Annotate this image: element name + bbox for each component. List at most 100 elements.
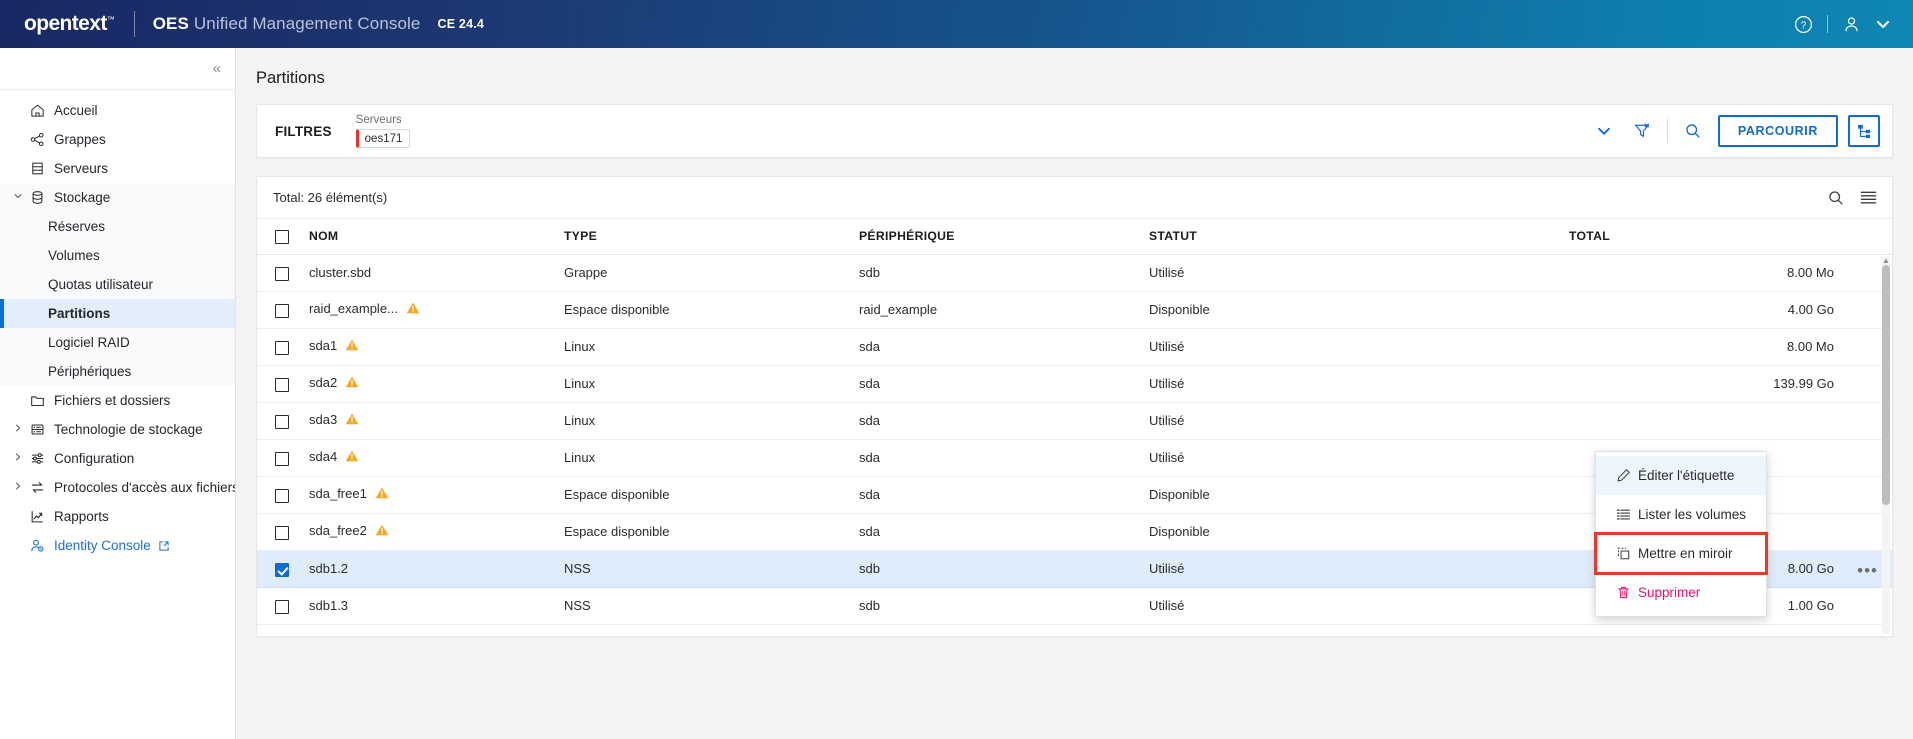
scrollbar-thumb[interactable] (1882, 265, 1890, 505)
row-checkbox[interactable] (275, 303, 289, 318)
context-menu-item-lister-les-volumes[interactable]: Lister les volumes (1596, 495, 1766, 534)
table-toolbar-actions (1827, 188, 1878, 207)
context-menu-item-supprimer[interactable]: Supprimer (1596, 573, 1766, 612)
chart-line-icon (26, 509, 48, 524)
sidebar-item-stockage[interactable]: Stockage (0, 183, 235, 212)
filter-action-divider (1666, 119, 1668, 143)
column-header-type[interactable]: TYPE (564, 219, 859, 255)
storage-tech-icon (26, 422, 48, 437)
row-select-cell (257, 365, 309, 403)
chevron-right-icon[interactable] (10, 481, 26, 494)
cell-statut: Disponible (1149, 291, 1569, 329)
row-checkbox[interactable] (275, 340, 289, 355)
sidebar-item-configuration[interactable]: Configuration (0, 444, 235, 473)
sidebar-item-fichiers-et-dossiers[interactable]: Fichiers et dossiers (0, 386, 235, 415)
sidebar-item-logiciel-raid[interactable]: Logiciel RAID (0, 328, 235, 357)
row-select-cell (257, 291, 309, 329)
filter-remove-icon[interactable] (1623, 112, 1661, 150)
list-columns-icon[interactable] (1859, 188, 1878, 207)
sidebar-item-technologie-de-stockage[interactable]: Technologie de stockage (0, 415, 235, 444)
filter-chip-oes171[interactable]: oes171 (355, 129, 411, 148)
row-checkbox[interactable] (275, 562, 289, 577)
chevron-right-icon[interactable] (10, 452, 26, 465)
sidebar-item-label: Rapports (54, 509, 109, 524)
cell-statut: Utilisé (1149, 439, 1569, 477)
cell-peripherique: sda (859, 402, 1149, 440)
sidebar-item-protocoles-d-acces-aux-fichiers[interactable]: Protocoles d'accès aux fichiers (0, 473, 235, 502)
select-all-checkbox[interactable] (275, 229, 289, 244)
column-header-total[interactable]: TOTAL (1569, 219, 1892, 255)
exchange-icon (26, 480, 48, 495)
search-icon[interactable] (1827, 189, 1845, 207)
cell-peripherique: sda (859, 513, 1149, 551)
table-row[interactable]: sda2 Linux sda Utilisé 139.99 Go (257, 365, 1892, 403)
sidebar-item-grappes[interactable]: Grappes (0, 125, 235, 154)
sidebar-collapse-button[interactable]: « (212, 60, 221, 77)
user-cog-icon (26, 538, 48, 553)
row-select-cell (257, 476, 309, 514)
cell-total: 8.00 Mo (1569, 254, 1892, 292)
cell-peripherique: sdb (859, 550, 1149, 588)
help-circle-icon[interactable]: ? (1794, 15, 1813, 34)
row-checkbox[interactable] (275, 266, 289, 281)
sidebar-item-rapports[interactable]: Rapports (0, 502, 235, 531)
mirror-icon (1616, 546, 1638, 561)
chevron-right-icon[interactable] (10, 423, 26, 436)
tree-view-icon[interactable] (1848, 115, 1880, 147)
table-header-row: NOM TYPE PÉRIPHÉRIQUE STATUT TOTAL (257, 219, 1892, 255)
cell-type: Linux (564, 402, 859, 440)
cell-nom: raid_example... (309, 291, 564, 329)
table-row[interactable]: cluster.sbd Grappe sdb Utilisé 8.00 Mo (257, 254, 1892, 292)
table-vertical-scrollbar[interactable]: ▲ (1882, 257, 1890, 634)
cell-nom: sda4 (309, 439, 564, 477)
cell-nom: cluster.sbd (309, 254, 564, 292)
trademark-symbol: ™ (106, 15, 115, 24)
header-actions: ? (1794, 15, 1891, 34)
sidebar-subnav-stockage: Réserves Volumes Quotas utilisateur Part… (0, 212, 235, 386)
chevron-down-icon[interactable] (10, 191, 26, 204)
sidebar-item-peripheriques[interactable]: Périphériques (0, 357, 235, 386)
row-actions-menu-button[interactable]: ••• (1857, 561, 1878, 581)
sidebar-item-reserves[interactable]: Réserves (0, 212, 235, 241)
page-app-title: OES Unified Management Console (153, 14, 421, 34)
database-icon (26, 190, 48, 205)
table-row[interactable]: sda3 Linux sda Utilisé (257, 402, 1892, 440)
chevron-down-icon[interactable] (1875, 16, 1891, 32)
column-header-statut[interactable]: STATUT (1149, 219, 1569, 255)
cell-statut: Disponible (1149, 513, 1569, 551)
row-checkbox[interactable] (275, 525, 289, 540)
row-checkbox[interactable] (275, 451, 289, 466)
row-checkbox[interactable] (275, 414, 289, 429)
select-all-header (257, 219, 309, 255)
table-row[interactable]: sdb1.3 NSS sdb Utilisé 1.00 Go (257, 587, 1892, 625)
sidebar-item-partitions[interactable]: Partitions (0, 299, 235, 328)
user-icon[interactable] (1842, 15, 1861, 34)
row-select-cell (257, 328, 309, 366)
scroll-up-arrow[interactable]: ▲ (1882, 256, 1890, 265)
sidebar-item-label: Serveurs (54, 161, 109, 176)
table-row[interactable]: sda4 Linux sda Utilisé (257, 439, 1892, 477)
sidebar-item-serveurs[interactable]: Serveurs (0, 154, 235, 183)
table-row[interactable]: sda1 Linux sda Utilisé 8.00 Mo (257, 328, 1892, 366)
row-checkbox[interactable] (275, 488, 289, 503)
sidebar-item-label: Réserves (48, 219, 106, 234)
cell-total: 139.99 Go (1569, 365, 1892, 403)
context-menu-item-mettre-en-miroir[interactable]: Mettre en miroir (1594, 532, 1768, 575)
browse-button[interactable]: PARCOURIR (1717, 115, 1838, 147)
row-checkbox[interactable] (275, 377, 289, 392)
column-header-peripherique[interactable]: PÉRIPHÉRIQUE (859, 219, 1149, 255)
sidebar-item-accueil[interactable]: Accueil (0, 96, 235, 125)
search-icon[interactable] (1674, 112, 1712, 150)
row-select-cell (257, 587, 309, 625)
sidebar-item-volumes[interactable]: Volumes (0, 241, 235, 270)
row-checkbox[interactable] (275, 599, 289, 614)
context-menu-item-editer-l-etiquette[interactable]: Éditer l'étiquette (1596, 456, 1766, 495)
table-row[interactable]: raid_example... Espace disponible raid_e… (257, 291, 1892, 329)
sidebar-item-quotas-utilisateur[interactable]: Quotas utilisateur (0, 270, 235, 299)
chevron-down-icon[interactable] (1585, 112, 1623, 150)
sidebar-item-label: Technologie de stockage (54, 422, 203, 437)
sidebar-item-identity-console[interactable]: Identity Console (0, 531, 235, 560)
sidebar-item-label: Logiciel RAID (48, 335, 130, 350)
column-header-nom[interactable]: NOM (309, 219, 564, 255)
trash-icon (1616, 585, 1638, 600)
